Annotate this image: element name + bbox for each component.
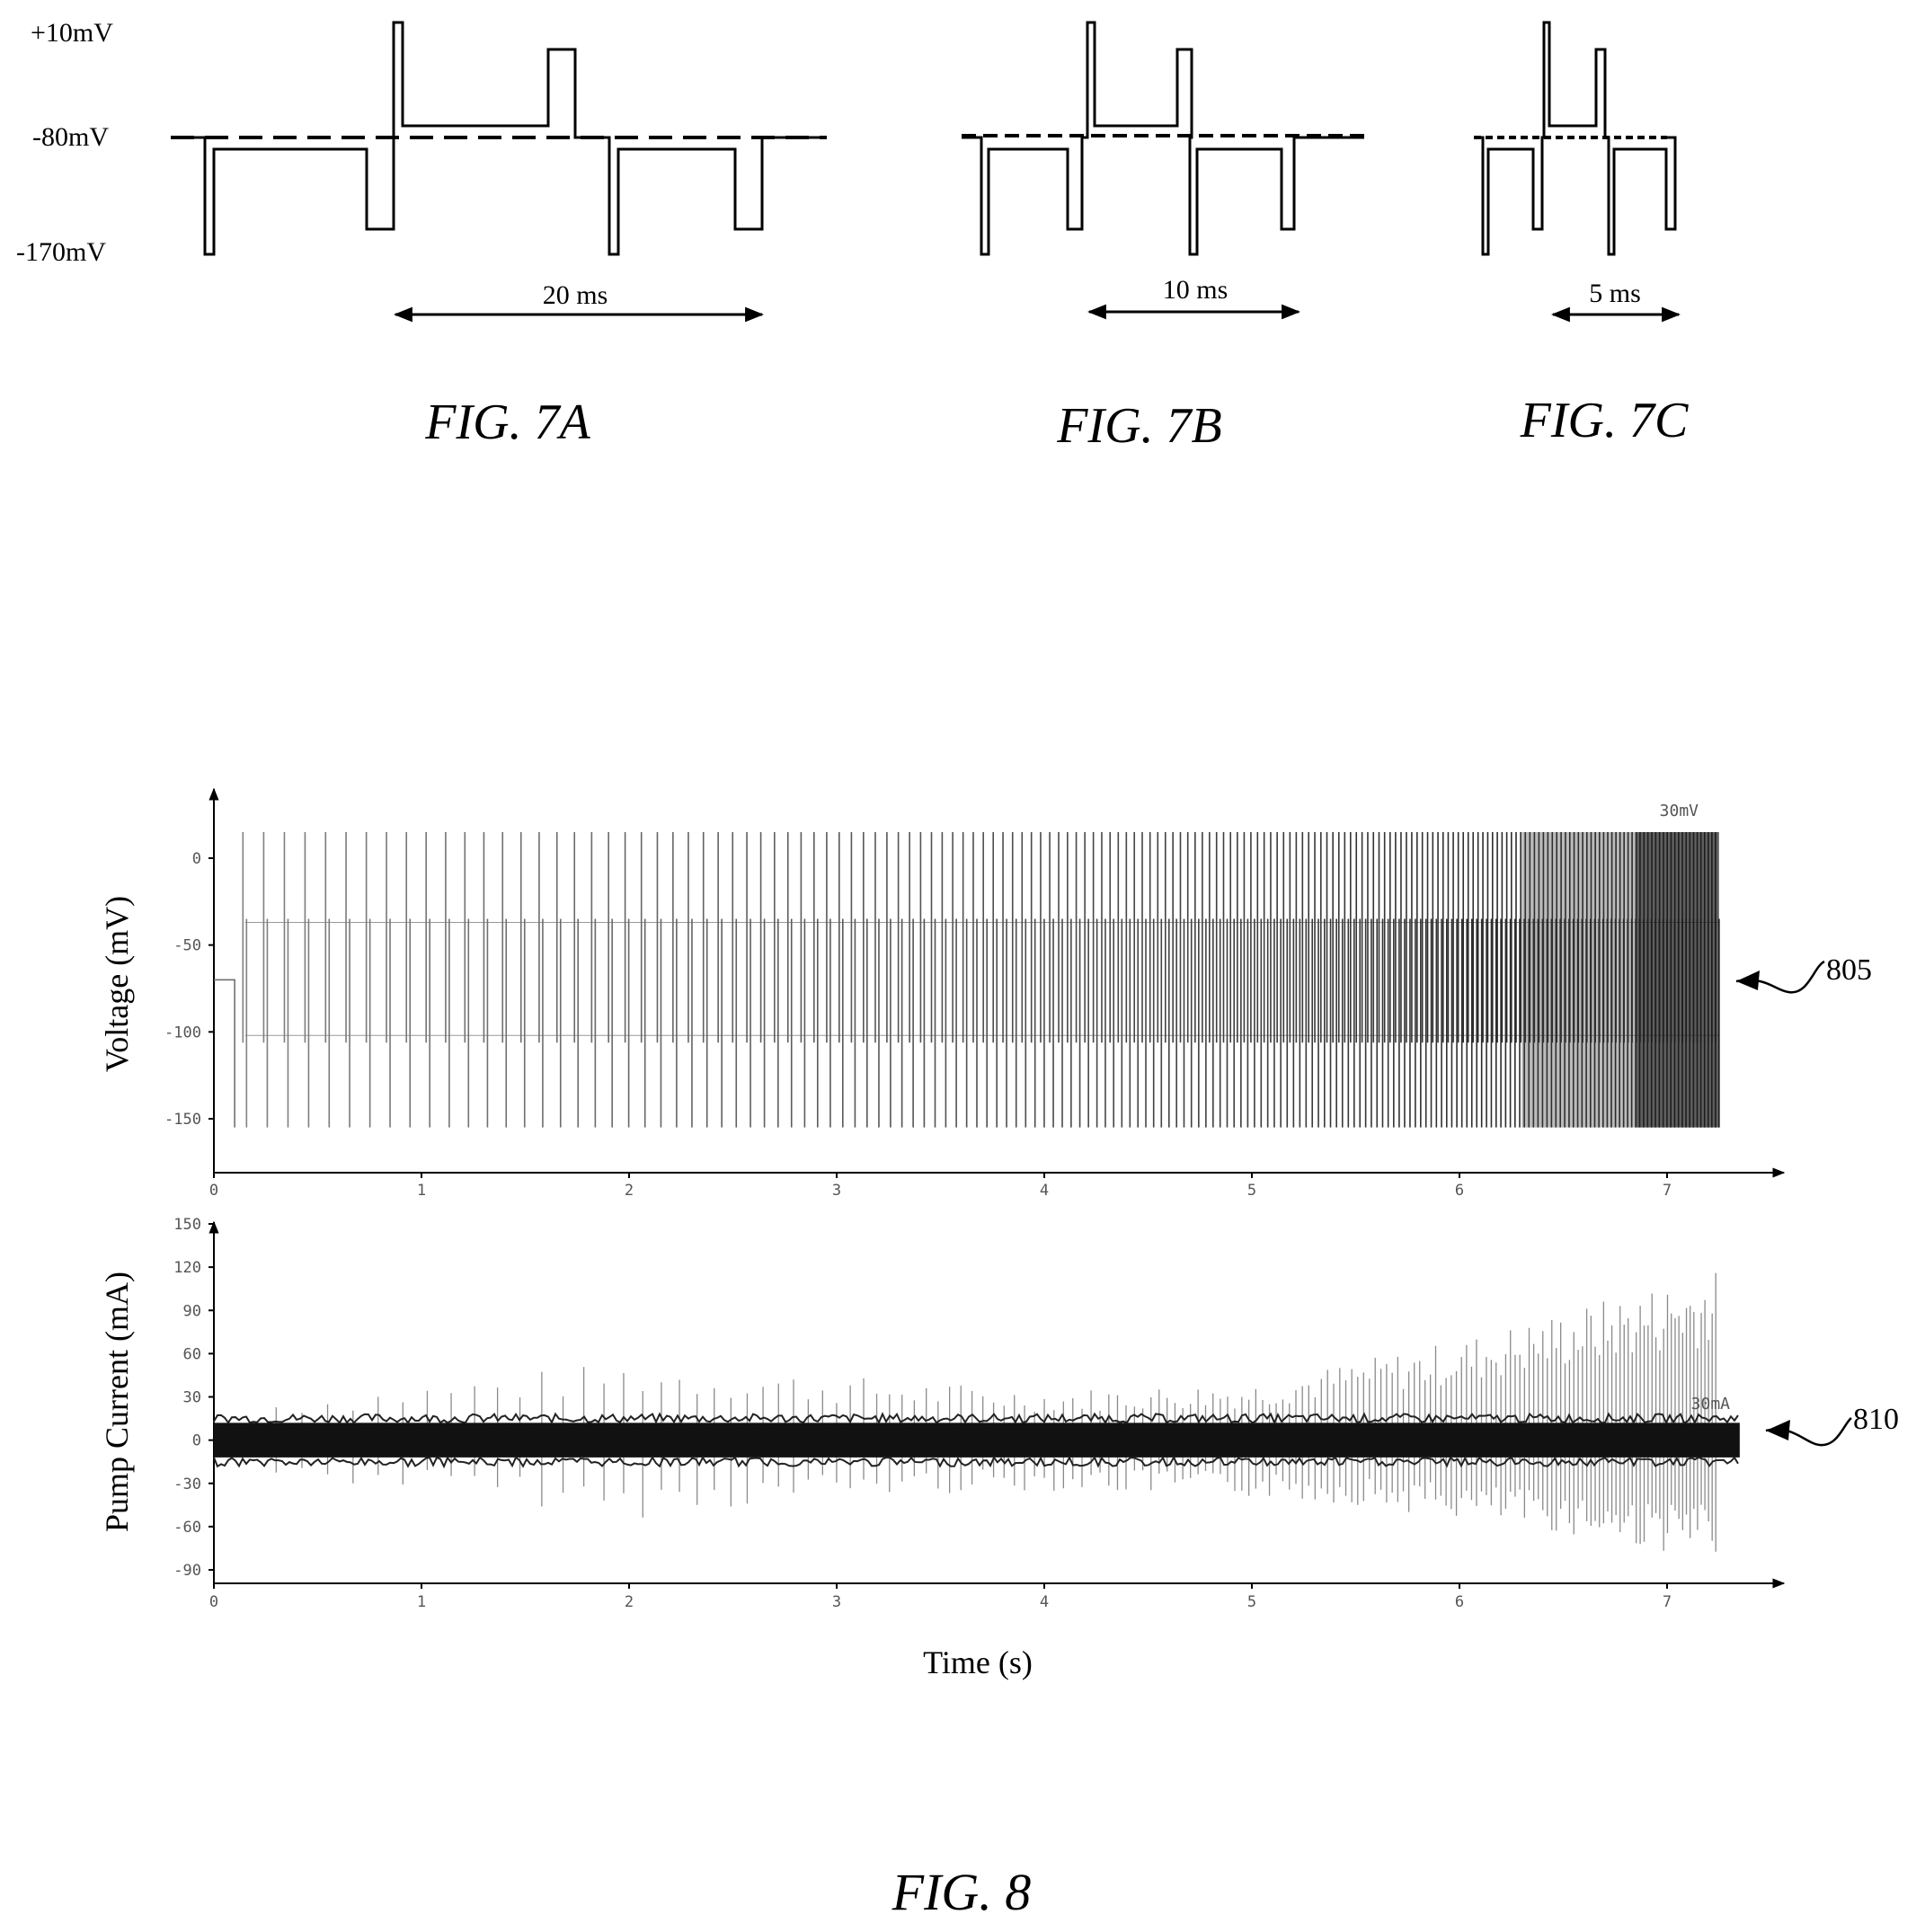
voltage-ytick-label: -150: [164, 1111, 201, 1129]
current-ytick-label: -60: [173, 1519, 201, 1537]
voltage-scale-label: 30mV: [1660, 802, 1699, 820]
voltage-baseline: [214, 979, 235, 1128]
voltage-dense-block: [1636, 832, 1719, 1128]
current-ytick-label: 150: [173, 1216, 201, 1234]
waveform-path: [962, 21, 1364, 256]
current-ytick-label: 30: [183, 1389, 201, 1407]
voltage-panel: 0 -50 -100 -150 0 1 2 3 4 5 6 7 30mV Voltage (mV): [99, 787, 1786, 1200]
caption-fig-7a: FIG. 7A: [424, 394, 590, 450]
current-ytick-label: 0: [192, 1432, 201, 1450]
caption-fig-7b: FIG. 7B: [1056, 398, 1222, 454]
arrowhead-805: [1736, 970, 1760, 990]
voltage-xtick-label: 6: [1455, 1182, 1464, 1200]
period-label-7c: 5 ms: [1589, 279, 1641, 308]
voltage-xtick-label: 5: [1247, 1182, 1256, 1200]
voltage-ytick-label: 0: [192, 850, 201, 868]
current-ytick-label: -90: [173, 1562, 201, 1580]
current-trace: [213, 1272, 1740, 1552]
reference-numeral-810: 810: [1853, 1403, 1899, 1436]
current-xtick-label: 5: [1247, 1593, 1256, 1611]
level-label-minus80: -80mV: [32, 122, 109, 152]
current-ytick-label: 120: [173, 1259, 201, 1277]
time-axis-label: Time (s): [923, 1644, 1033, 1680]
voltage-ticks: 0 -50 -100 -150 0 1 2 3 4 5 6 7: [164, 850, 1672, 1200]
level-label-minus170: -170mV: [16, 237, 106, 267]
reference-numeral-805: 805: [1826, 953, 1872, 987]
waveform-7a: [171, 21, 825, 256]
current-noise-edge: [213, 1455, 1739, 1469]
period-label-7a: 20 ms: [543, 280, 608, 310]
voltage-ytick-label: -100: [164, 1024, 201, 1041]
voltage-xtick-label: 0: [209, 1182, 218, 1200]
period-label-7b: 10 ms: [1163, 275, 1229, 305]
current-ytick-label: 60: [183, 1345, 201, 1363]
current-noise-edge: [213, 1412, 1739, 1425]
current-panel: 150 120 90 60 30 0 -30 -60 -90 0 1 2 3 4 5 6 7 30mA Pump…: [99, 1216, 1786, 1611]
waveform-path: [171, 21, 825, 256]
current-xtick-label: 2: [625, 1593, 634, 1611]
current-xtick-label: 1: [417, 1593, 426, 1611]
voltage-xtick-label: 4: [1040, 1182, 1049, 1200]
current-ticks: 150 120 90 60 30 0 -30 -60 -90 0 1 2 3 4 5 6 7: [173, 1216, 1672, 1611]
voltage-xtick-label: 2: [625, 1182, 634, 1200]
voltage-xtick-label: 1: [417, 1182, 426, 1200]
current-ytick-label: -30: [173, 1476, 201, 1493]
voltage-trace: [214, 832, 1720, 1128]
voltage-xtick-label: 3: [832, 1182, 841, 1200]
current-ytick-label: 90: [183, 1302, 201, 1320]
voltage-xtick-label: 7: [1663, 1182, 1672, 1200]
current-xtick-label: 0: [209, 1593, 218, 1611]
voltage-axis-label: Voltage (mV): [99, 896, 135, 1072]
caption-fig-8: FIG. 8: [891, 1863, 1032, 1921]
level-label-plus10: +10mV: [31, 18, 113, 48]
caption-fig-7c: FIG. 7C: [1520, 393, 1689, 448]
current-xtick-label: 3: [832, 1593, 841, 1611]
current-xtick-label: 4: [1040, 1593, 1049, 1611]
current-xtick-label: 7: [1663, 1593, 1672, 1611]
current-xtick-label: 6: [1455, 1593, 1464, 1611]
current-noise-band: [214, 1422, 1740, 1458]
waveform-7b: [962, 21, 1364, 256]
waveform-path: [1474, 21, 1677, 256]
current-scale-label: 30mA: [1691, 1395, 1731, 1414]
arrowhead-810: [1766, 1420, 1790, 1440]
current-axis-label: Pump Current (mA): [99, 1272, 135, 1532]
voltage-ytick-label: -50: [173, 937, 201, 955]
waveform-7c: [1474, 21, 1677, 256]
